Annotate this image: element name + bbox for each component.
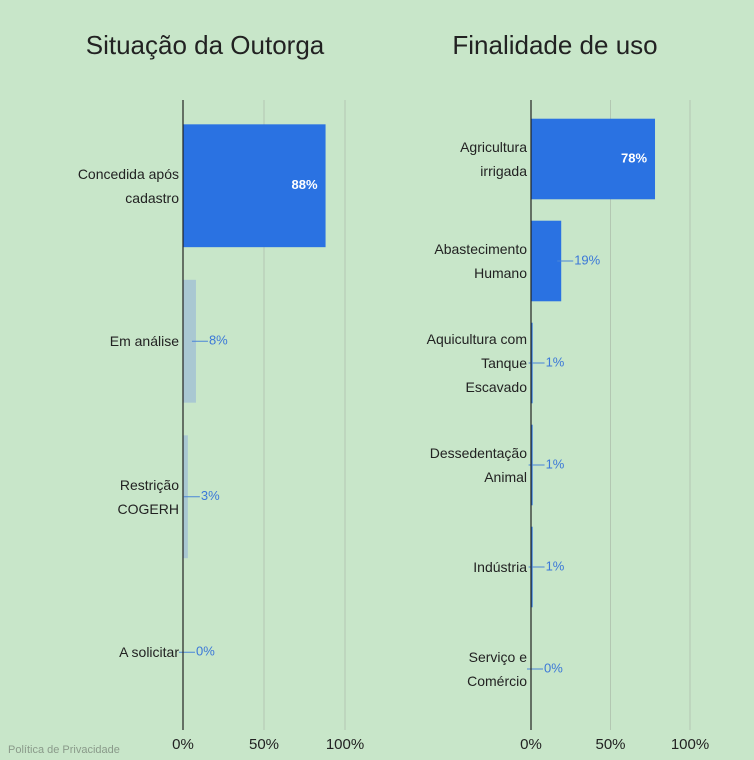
value-label: 8% [209,333,228,348]
x-tick-label: 100% [326,736,364,753]
bar [183,124,326,248]
x-tick-label: 100% [671,736,709,753]
x-tick-label: 50% [249,736,279,753]
value-label: 1% [546,558,565,573]
x-tick-label: 0% [520,736,542,753]
privacy-link[interactable]: Política de Privacidade [8,744,120,756]
category-label: Aquicultura com Tanque Escavado [426,331,527,395]
value-label: 1% [546,456,565,471]
chart-title: Finalidade de uso [452,30,657,60]
value-label: 78% [621,150,647,165]
category-label: A solicitar [119,644,179,661]
value-label: 0% [196,644,215,659]
chart-title: Situação da Outorga [86,30,325,60]
category-label: Agricultura irrigada [460,139,527,179]
value-label: 3% [201,488,220,503]
category-label: Restrição COGERH [117,476,179,517]
x-tick-label: 0% [172,736,194,753]
value-label: 1% [546,354,565,369]
x-tick-label: 50% [595,736,625,753]
value-label: 88% [292,177,318,192]
category-label: Serviço e Comércio [467,649,527,689]
category-label: Concedida após cadastro [77,165,179,206]
category-label: Indústria [473,559,527,575]
value-label: 19% [574,252,600,267]
bar [531,220,562,302]
bar [531,118,656,200]
category-label: Dessedentação Animal [429,445,527,485]
category-label: Abastecimento Humano [434,241,527,281]
bar [183,279,196,403]
category-label: Em análise [109,333,179,350]
value-label: 0% [544,660,563,675]
